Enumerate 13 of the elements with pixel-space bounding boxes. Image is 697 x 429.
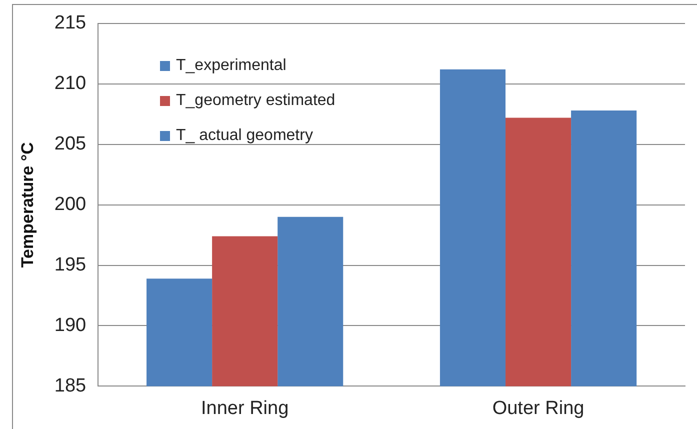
legend-label: T_ actual geometry	[176, 126, 313, 144]
y-tick-label: 205	[54, 134, 86, 155]
y-tick-label: 195	[54, 254, 86, 276]
legend-label: T_geometry estimated	[176, 92, 336, 110]
y-tick-label: 185	[54, 375, 86, 396]
y-tick-label: 200	[54, 194, 86, 216]
x-tick-label: Outer Ring	[492, 398, 584, 419]
y-tick-label: 210	[54, 73, 86, 94]
y-tick-label: 215	[54, 12, 86, 34]
y-axis-title: Temperature °C	[18, 142, 37, 268]
y-tick-label: 190	[54, 314, 86, 336]
legend-label: T_experimental	[176, 56, 286, 74]
x-tick-label: Inner Ring	[200, 398, 289, 419]
